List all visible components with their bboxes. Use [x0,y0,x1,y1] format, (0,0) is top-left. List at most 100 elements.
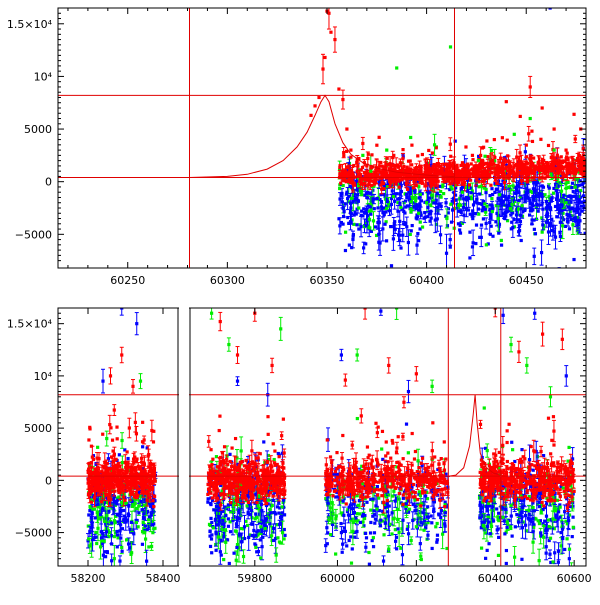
data-point [355,223,358,226]
data-point [555,198,558,201]
data-point [520,239,523,242]
data-point [342,207,345,210]
data-point [461,186,464,189]
data-point [424,164,427,167]
data-point [548,187,551,190]
data-point [524,167,527,170]
data-point [366,157,369,160]
data-point [388,178,391,181]
data-point [456,180,459,183]
data-point [119,511,122,514]
data-point [414,196,417,199]
data-point [415,203,418,206]
data-point [392,195,395,198]
data-point [480,236,483,239]
data-point [479,154,482,157]
data-point [578,184,581,187]
data-point [115,500,118,503]
data-point [361,166,364,169]
data-point [572,217,575,220]
data-point [480,224,483,227]
data-point [113,535,116,538]
data-point [532,195,535,198]
data-point [107,510,110,513]
data-point [500,239,503,242]
data-point [409,200,412,203]
data-point [333,38,336,41]
data-point [503,158,506,161]
data-point [484,211,487,214]
data-point [558,160,561,163]
data-point [576,189,579,192]
data-point [525,160,528,163]
data-point [518,151,521,154]
data-point [503,195,506,198]
data-point [572,209,575,212]
data-point [552,192,555,195]
data-point [550,218,553,221]
data-point [551,161,554,164]
data-point [151,531,154,534]
data-point [539,138,542,141]
data-point [152,505,155,508]
data-point [150,545,153,548]
data-point [482,206,485,209]
data-point [105,530,108,533]
data-point [424,184,427,187]
data-point [428,179,431,182]
data-point [431,151,434,154]
data-point [460,211,463,214]
data-point [553,149,556,152]
data-point [430,170,433,173]
data-point [572,258,575,261]
data-point [109,426,112,429]
data-point [449,45,452,48]
data-point [377,170,380,173]
data-point [530,171,533,174]
data-point [577,199,580,202]
data-point [357,200,360,203]
data-point [513,218,516,221]
data-point [521,204,524,207]
data-point [376,197,379,200]
data-point [568,194,571,197]
data-point [541,208,544,211]
data-point [541,158,544,161]
data-point [490,187,493,190]
data-point [504,214,507,217]
data-point [339,173,342,176]
data-point [398,234,401,237]
data-point [414,199,417,202]
data-point [503,181,506,184]
bottom-plot-area [86,297,576,580]
data-point [485,205,488,208]
data-point [94,535,97,538]
data-point [427,149,430,152]
data-point [374,225,377,228]
data-point [510,203,513,206]
y-tick-label: 1.5×10⁴ [7,18,53,31]
data-point [398,220,401,223]
data-point [459,231,462,234]
data-point [375,174,378,177]
data-point [115,425,118,428]
data-point [416,215,419,218]
data-point [391,156,394,159]
data-point [487,174,490,177]
data-point [541,106,544,109]
data-point [538,166,541,169]
data-point [549,207,552,210]
data-point [483,155,486,158]
data-point [430,217,433,220]
data-point [366,214,369,217]
data-point [110,559,113,562]
data-point [505,166,508,169]
data-point [564,149,567,152]
data-point [434,202,437,205]
data-point [419,193,422,196]
data-point [567,181,570,184]
data-point [472,203,475,206]
data-point [120,546,123,549]
